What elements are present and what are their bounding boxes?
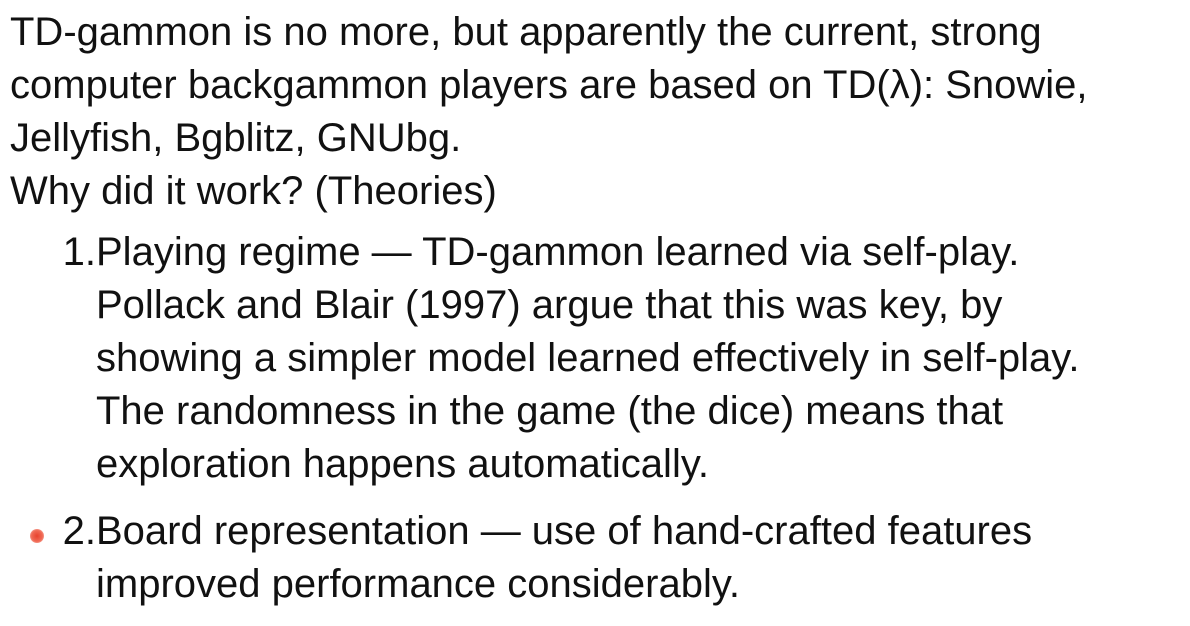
intro-line: computer backgammon players are based on… [10, 63, 1088, 107]
list-item-text: Playing regime — TD-gammon learned via s… [96, 226, 1182, 491]
list-item-line: showing a simpler model learned effectiv… [96, 336, 1080, 380]
theories-list: 1. Playing regime — TD-gammon learned vi… [10, 226, 1182, 611]
list-item: 2. Board representation — use of hand-cr… [10, 505, 1182, 611]
laser-pointer-dot-icon [30, 529, 44, 543]
list-item-line: Pollack and Blair (1997) argue that this… [96, 283, 1003, 327]
slide-content: TD-gammon is no more, but apparently the… [10, 6, 1182, 625]
list-item-line: Board representation — use of hand-craft… [96, 509, 1033, 553]
list-item-line: exploration happens automatically. [96, 442, 709, 486]
list-item-number: 2. [10, 505, 96, 558]
question-line: Why did it work? (Theories) [10, 169, 497, 213]
intro-line: Jellyfish, Bgblitz, GNUbg. [10, 116, 462, 160]
intro-paragraph: TD-gammon is no more, but apparently the… [10, 6, 1182, 218]
list-item-line: The randomness in the game (the dice) me… [96, 389, 1004, 433]
list-item: 1. Playing regime — TD-gammon learned vi… [10, 226, 1182, 491]
list-item-number-text: 2. [62, 509, 96, 553]
list-item-line: Playing regime — TD-gammon learned via s… [96, 230, 1020, 274]
list-item-number: 1. [62, 230, 96, 274]
list-item-line: improved performance considerably. [96, 562, 741, 606]
intro-line: TD-gammon is no more, but apparently the… [10, 10, 1042, 54]
list-item-text: Board representation — use of hand-craft… [96, 505, 1182, 611]
